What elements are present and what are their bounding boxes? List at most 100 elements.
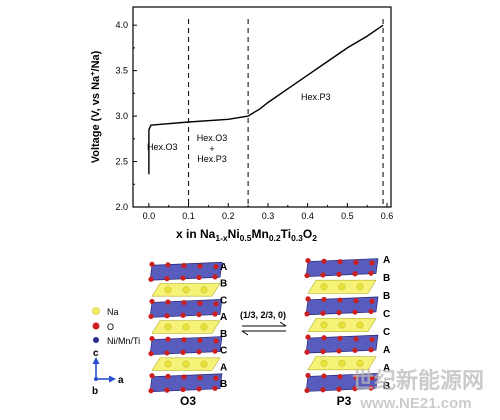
o-atom [320, 310, 326, 316]
layer-letter: C [220, 346, 227, 357]
o-atom [337, 374, 343, 380]
o-atom [369, 260, 375, 266]
layer-letter: A [383, 363, 390, 374]
o-atom [305, 257, 311, 264]
layer-letter: A [220, 362, 227, 373]
layer-letter: B [383, 273, 390, 284]
na-atom [182, 323, 190, 331]
o-atom [164, 313, 170, 319]
layer-letter: A [383, 345, 390, 356]
o-atom [320, 387, 326, 393]
na-atom [164, 286, 172, 294]
o-atom [148, 388, 154, 394]
o-atom [352, 309, 358, 315]
o-atom [337, 259, 343, 265]
x-tick-label: 0.5 [341, 211, 354, 221]
o-atom [352, 386, 358, 392]
o-atom [164, 350, 170, 356]
o-atom [304, 387, 310, 394]
y-tick-label: 3.0 [115, 111, 128, 121]
x-tick-label: 0.4 [301, 211, 314, 221]
voltage-chart: 0.0 0.1 0.2 0.3 0.4 0.5 0.6 2.0 2.5 3.0 3.5 4.0 He… [88, 6, 394, 243]
o-atom [336, 348, 342, 354]
layer-letter: B [383, 381, 390, 392]
o-atom [165, 336, 171, 342]
na-atom [338, 283, 346, 291]
region-label-mixed-1: Hex.O3 [197, 133, 228, 143]
plot-frame [132, 6, 392, 208]
o-atom [149, 373, 155, 379]
a-axis-arrowhead [109, 375, 116, 383]
o-atom [353, 298, 359, 304]
x-tick-label: 0.0 [143, 211, 156, 221]
x-axis-label: x in Na1-xNi0.5Mn0.2Ti0.3O2 [176, 227, 317, 243]
o-atom [149, 261, 155, 267]
layer-letter: A [220, 262, 227, 273]
na-atom [200, 360, 208, 368]
o-atom [180, 386, 186, 393]
o-atom [304, 311, 310, 317]
o-atom [165, 262, 171, 268]
watermark-title: 世纪新能源网 [352, 368, 484, 393]
o-atom [304, 349, 310, 355]
phase-boundaries [188, 19, 384, 207]
o-atom [149, 335, 155, 342]
o-atom [197, 374, 203, 381]
na-atom [200, 323, 208, 331]
o-atom [212, 274, 218, 280]
o3-caption: O3 [180, 394, 196, 408]
o-atom [148, 350, 154, 357]
x-axis-ticks: 0.0 0.1 0.2 0.3 0.4 0.5 0.6 [143, 203, 394, 221]
legend-na-dot [92, 307, 100, 315]
x-tick-label: 0.3 [262, 211, 275, 221]
o-atom [148, 276, 154, 282]
o-atom [212, 385, 218, 391]
o-atom [337, 335, 343, 341]
y-tick-label: 2.0 [115, 202, 128, 212]
o-atom [336, 386, 342, 392]
legend-o-dot [92, 322, 100, 330]
legend-tm-dot [93, 337, 99, 343]
o-atom [148, 313, 154, 320]
o-atom [196, 349, 202, 355]
na-atom [320, 321, 328, 329]
o-atom [305, 372, 311, 379]
layer-letter: C [383, 327, 390, 338]
o-atom [321, 258, 327, 264]
voltage-curve [148, 24, 384, 175]
o3-structure [148, 261, 223, 394]
o-atom [352, 271, 358, 277]
layer-letter: B [220, 329, 227, 340]
x-tick-label: 0.6 [381, 211, 394, 221]
o-atom [181, 337, 187, 343]
o-atom [180, 312, 186, 318]
o-atom [320, 272, 326, 278]
o-atom [181, 374, 187, 380]
a-axis-label: a [118, 375, 124, 386]
o-atom [149, 298, 155, 305]
na-atom [338, 321, 346, 329]
o-atom [165, 373, 171, 379]
na-atom [182, 286, 190, 294]
o-atom [196, 274, 202, 281]
y-tick-label: 4.0 [115, 20, 128, 30]
o-atom [305, 296, 311, 302]
region-label-mixed-2: + [209, 144, 214, 154]
o-atom [212, 348, 218, 354]
o-atom [197, 300, 203, 306]
o-atom [353, 259, 359, 265]
o-atom [164, 276, 170, 282]
o-atom [369, 298, 375, 304]
y-tick-label: 3.5 [115, 66, 128, 76]
o-atom [336, 310, 342, 316]
layer-letter: C [383, 309, 390, 320]
y-axis-ticks: 2.0 2.5 3.0 3.5 4.0 [115, 20, 137, 212]
na-atom [182, 360, 190, 368]
o-atom [368, 270, 374, 276]
o-atom [180, 275, 186, 281]
o-atom [213, 301, 219, 307]
